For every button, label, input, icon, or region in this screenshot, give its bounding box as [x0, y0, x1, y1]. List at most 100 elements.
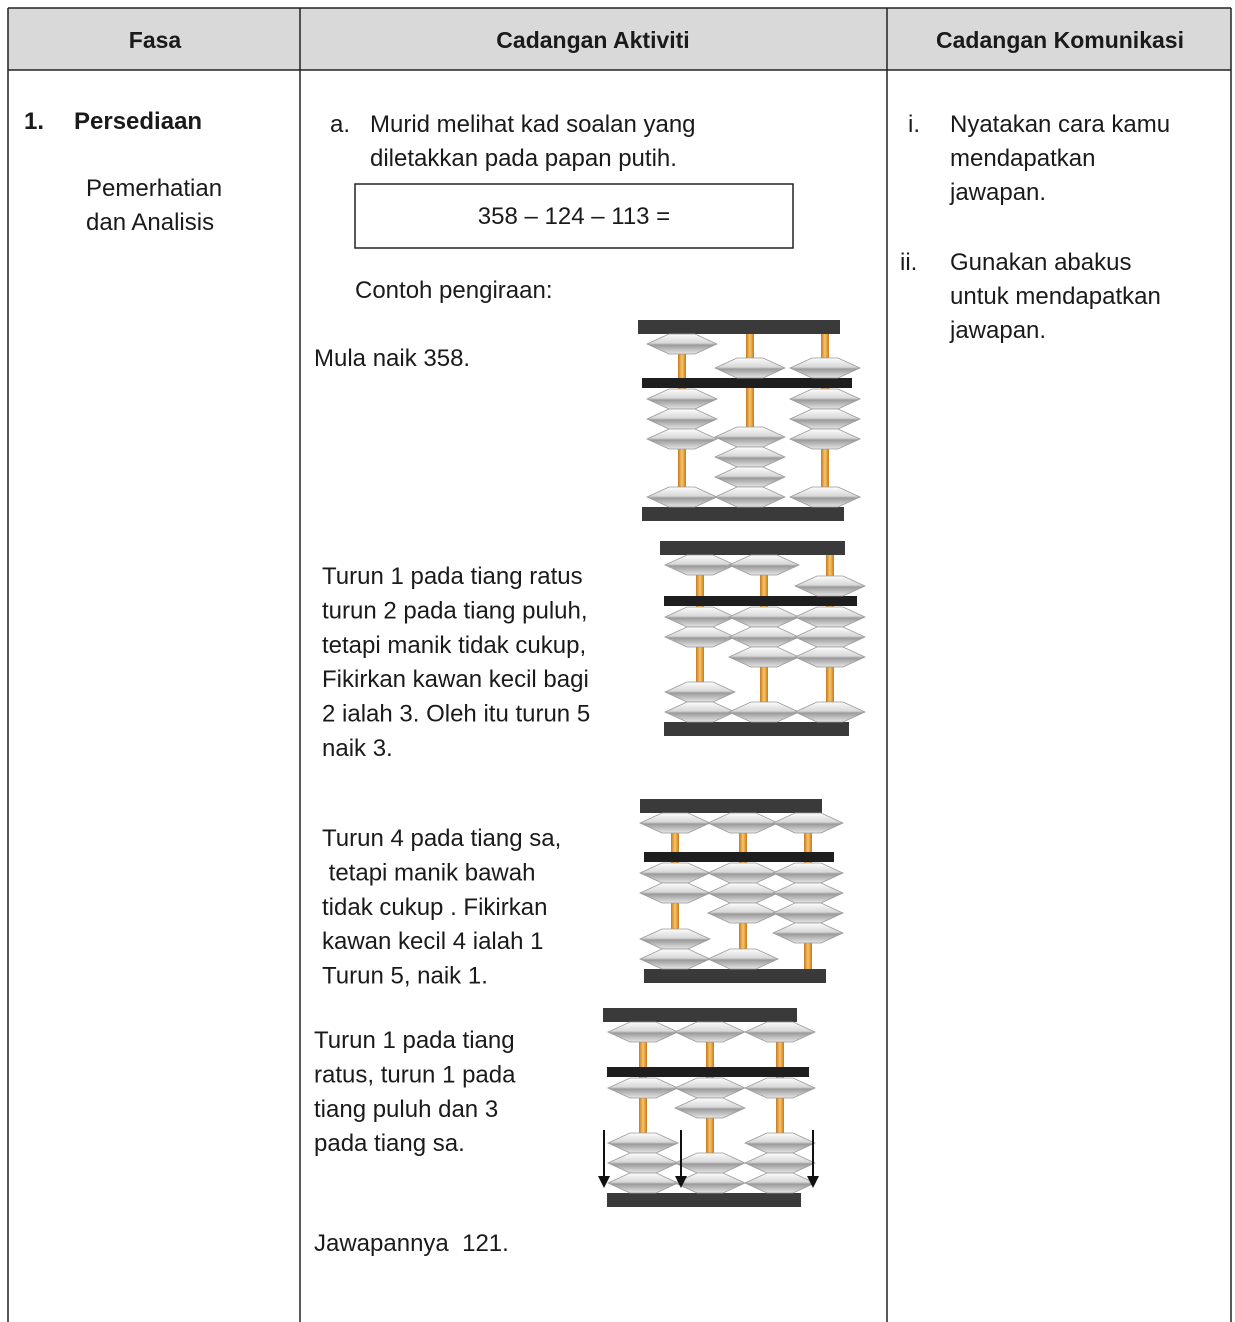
- bead: [646, 428, 718, 450]
- step-text: turun 2 pada tiang puluh,: [322, 597, 588, 624]
- step-text: 2 ialah 3. Oleh itu turun 5: [322, 701, 590, 728]
- bead: [607, 1152, 679, 1174]
- bead: [674, 1152, 746, 1174]
- bead: [772, 812, 844, 834]
- comm-text: mendapatkan: [950, 145, 1095, 172]
- item-marker: a.: [330, 111, 350, 138]
- abacus: [598, 1008, 819, 1207]
- phase-number: 1.: [24, 108, 44, 135]
- bead: [794, 626, 866, 648]
- bead: [772, 922, 844, 944]
- bead: [772, 862, 844, 884]
- comm-text: jawapan.: [949, 317, 1046, 344]
- step-text: tetapi manik tidak cukup,: [322, 632, 586, 659]
- abacus-rod: [746, 327, 754, 514]
- bead: [728, 626, 800, 648]
- item-marker: i.: [908, 111, 920, 138]
- abacus-beam: [607, 1067, 809, 1077]
- question-box: [354, 183, 794, 249]
- step-text: tiang puluh dan 3: [314, 1096, 498, 1123]
- answer: Jawapannya 121.: [314, 1230, 509, 1257]
- comm-text: Gunakan abakus: [950, 249, 1131, 276]
- step-text: pada tiang sa.: [314, 1130, 465, 1157]
- bead: [714, 357, 786, 379]
- bead: [789, 357, 861, 379]
- bead: [664, 701, 736, 723]
- step-text: Fikirkan kawan kecil bagi: [322, 666, 589, 693]
- bead: [607, 1021, 679, 1043]
- bead: [646, 408, 718, 430]
- abacus-frame: [638, 320, 840, 334]
- bead: [794, 646, 866, 668]
- bead: [639, 928, 711, 950]
- bead: [714, 446, 786, 468]
- abacus-beam: [664, 596, 857, 606]
- abacus-rod: [639, 1015, 647, 1200]
- bead: [772, 902, 844, 924]
- comm-text: jawapan.: [949, 179, 1046, 206]
- abacus-beam: [642, 378, 852, 388]
- bead: [794, 701, 866, 723]
- step-text: Turun 5, naik 1.: [322, 963, 488, 990]
- bead: [744, 1172, 816, 1194]
- comm-text: untuk mendapatkan: [950, 283, 1161, 310]
- step-text: naik 3.: [322, 735, 393, 762]
- abacus-frame: [642, 507, 844, 521]
- bead: [789, 486, 861, 508]
- step-text: tetapi manik bawah: [322, 859, 535, 886]
- example-label: Contoh pengiraan:: [355, 277, 552, 304]
- bead: [639, 812, 711, 834]
- bead: [789, 408, 861, 430]
- arrow-head: [598, 1176, 610, 1188]
- arrow-head: [807, 1176, 819, 1188]
- bead: [607, 1077, 679, 1099]
- abacus: [639, 799, 844, 983]
- bead: [728, 606, 800, 628]
- abacus-frame: [664, 722, 849, 736]
- abacus-frame: [640, 799, 822, 813]
- bead: [639, 948, 711, 970]
- activity-text: Murid melihat kad soalan yang: [370, 111, 696, 138]
- bead: [674, 1021, 746, 1043]
- header-cell: Cadangan Aktiviti: [496, 27, 689, 53]
- abacus-rod: [776, 1015, 784, 1200]
- abacus-frame: [660, 541, 845, 555]
- abacus: [660, 541, 866, 736]
- header-cell: Fasa: [129, 27, 182, 53]
- bead: [674, 1077, 746, 1099]
- step-text: Turun 1 pada tiang: [314, 1027, 515, 1054]
- phase-subtitle: Pemerhatian: [86, 175, 222, 202]
- activity-text: diletakkan pada papan putih.: [370, 145, 677, 172]
- step-text: kawan kecil 4 ialah 1: [322, 928, 543, 955]
- phase-subtitle: dan Analisis: [86, 209, 214, 236]
- step-text: tidak cukup . Fikirkan: [322, 894, 547, 921]
- bead: [744, 1132, 816, 1154]
- header-bg: [8, 8, 1231, 70]
- bead: [707, 812, 779, 834]
- step-text: Turun 4 pada tiang sa,: [322, 825, 561, 852]
- bead: [707, 862, 779, 884]
- comm-text: Nyatakan cara kamu: [950, 111, 1170, 138]
- bead: [707, 948, 779, 970]
- header-cell: Cadangan Komunikasi: [936, 27, 1184, 53]
- step-text: Mula naik 358.: [314, 345, 470, 372]
- abacus-beam: [644, 852, 834, 862]
- bead: [707, 902, 779, 924]
- abacus-frame: [603, 1008, 797, 1022]
- bead: [646, 486, 718, 508]
- bead: [794, 606, 866, 628]
- question: 358 – 124 – 113 =: [478, 203, 670, 230]
- bead: [646, 333, 718, 355]
- bead: [728, 554, 800, 576]
- arrow-head: [675, 1176, 687, 1188]
- bead: [728, 701, 800, 723]
- table-lines: [7, 7, 1232, 1322]
- step-text: ratus, turun 1 pada: [314, 1061, 516, 1088]
- bead: [607, 1172, 679, 1194]
- bead: [714, 486, 786, 508]
- bead: [744, 1152, 816, 1174]
- bead: [664, 626, 736, 648]
- bead: [789, 428, 861, 450]
